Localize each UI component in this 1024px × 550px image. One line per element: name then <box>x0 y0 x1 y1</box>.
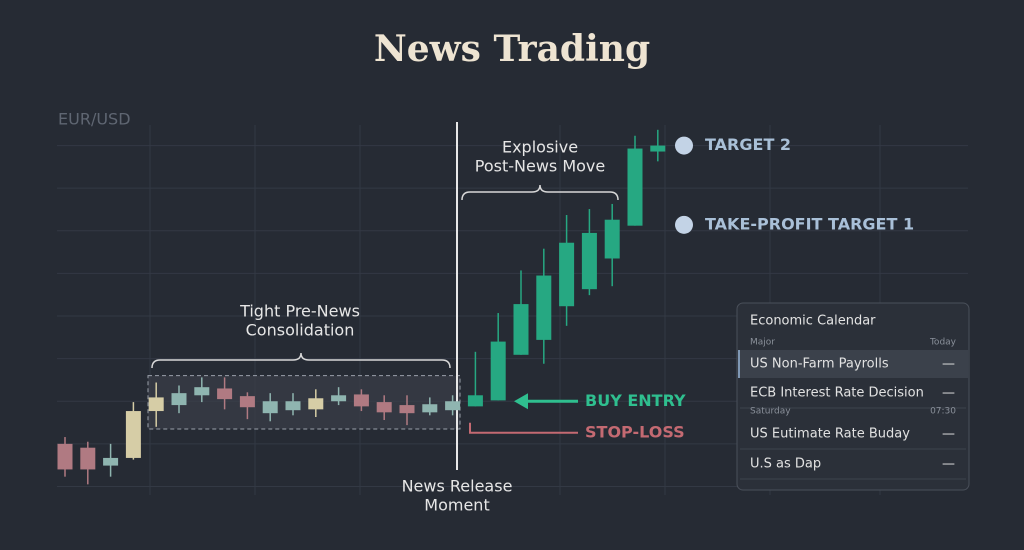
post-news-label: Post-News Move <box>475 157 605 176</box>
candle-body <box>376 402 392 413</box>
calendar-value: — <box>942 457 955 472</box>
calendar-subheader: 07:30 <box>930 407 956 417</box>
target-label: TARGET 2 <box>705 135 791 154</box>
candle-body <box>422 404 438 413</box>
consolidation-label: Tight Pre-News <box>239 302 360 321</box>
calendar-event: ECB Interest Rate Decision <box>750 386 924 401</box>
calendar-header: Today <box>929 338 957 348</box>
candle-body <box>148 397 164 412</box>
symbol: EUR/USD <box>58 110 131 129</box>
calendar-value: — <box>942 427 955 442</box>
target-label: TAKE-PROFIT TARGET 1 <box>705 214 914 233</box>
news-release-label: Moment <box>424 496 489 515</box>
consolidation-brace <box>151 352 451 369</box>
candle-body <box>285 401 301 411</box>
chart-title: News Trading <box>374 28 650 70</box>
candle-body <box>604 219 620 259</box>
buy-entry-arrowhead <box>514 393 528 410</box>
calendar-highlight <box>738 350 968 378</box>
candle-body <box>262 401 278 414</box>
candle-body <box>57 443 73 470</box>
candle-body <box>445 401 461 411</box>
candle-body <box>627 148 643 226</box>
stop-loss-line <box>469 422 578 434</box>
candle-body <box>559 242 575 307</box>
stop-loss-label: STOP-LOSS <box>585 422 685 441</box>
candle-body <box>80 447 96 470</box>
calendar-event: US Non-Farm Payrolls <box>750 357 889 372</box>
candle-body <box>331 395 347 402</box>
candle-body <box>536 275 552 340</box>
candle-body <box>650 145 666 152</box>
calendar-title: Economic Calendar <box>750 314 876 329</box>
candle-body <box>125 411 141 458</box>
candle-body <box>467 395 483 407</box>
buy-entry-label: BUY ENTRY <box>585 391 686 410</box>
calendar-panel <box>736 302 970 491</box>
candle-body <box>513 304 529 355</box>
post-news-label: Explosive <box>502 138 578 157</box>
post-news-brace <box>461 184 619 201</box>
calendar-highlight-edge <box>738 350 740 378</box>
candle-body <box>399 405 415 414</box>
calendar-event: US Eutimate Rate Buday <box>750 427 910 442</box>
candle-body <box>308 398 324 410</box>
candle-body <box>103 457 119 466</box>
candle-body <box>581 232 597 290</box>
consolidation-box <box>147 375 461 430</box>
candle-body <box>490 341 506 401</box>
candle-body <box>217 388 233 400</box>
calendar-value: — <box>942 386 955 401</box>
target-marker <box>675 215 693 234</box>
calendar-value: — <box>942 357 955 372</box>
candle-body <box>239 396 255 408</box>
calendar-header: Major <box>750 338 775 348</box>
consolidation-label: Consolidation <box>246 321 355 340</box>
candle-body <box>353 394 369 407</box>
calendar-event: U.S as Dap <box>750 457 821 472</box>
target-marker <box>675 136 693 155</box>
economic-calendar: Economic Calendar Major Today US Non-Farm P… <box>736 302 970 491</box>
candle-body <box>171 393 187 406</box>
candle-body <box>194 387 210 396</box>
news-release-label: News Release <box>402 477 513 496</box>
calendar-subheader: Saturday <box>750 407 791 417</box>
